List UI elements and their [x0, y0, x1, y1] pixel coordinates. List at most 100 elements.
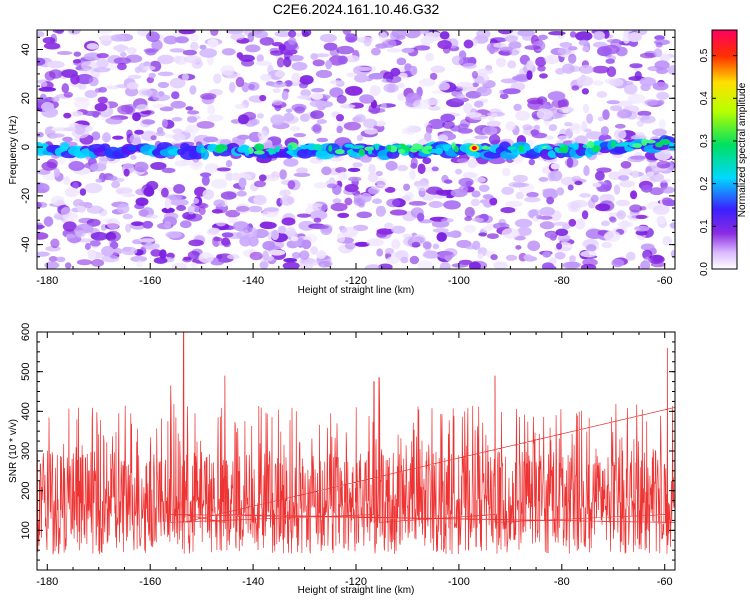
speckle-cell — [207, 38, 219, 48]
speckle-cell — [192, 198, 200, 204]
speckle-cell — [644, 99, 660, 106]
speckle-cell — [281, 217, 296, 226]
top-x-tick-label: -160 — [139, 275, 161, 287]
speckle-cell — [311, 124, 321, 132]
speckle-cell — [213, 237, 223, 242]
speckle-cell — [116, 188, 125, 195]
speckle-cell — [242, 226, 253, 234]
speckle-cell — [72, 182, 79, 190]
speckle-cell — [658, 178, 671, 183]
speckle-cell — [78, 83, 87, 90]
speckle-cell — [288, 37, 297, 45]
speckle-cell — [338, 171, 348, 181]
speckle-cell — [640, 243, 655, 251]
speckle-cell — [599, 200, 615, 212]
speckle-cell — [547, 91, 566, 101]
colorbar-tick-label: 0.4 — [699, 91, 710, 105]
speckle-cell — [44, 71, 56, 81]
speckle-cell — [187, 116, 198, 123]
colorbar-tick-label: 0.3 — [699, 134, 710, 148]
speckle-cell — [568, 46, 578, 51]
speckle-cell — [161, 118, 168, 128]
speckle-cell — [90, 231, 109, 241]
speckle-cell — [596, 91, 608, 98]
speckle-cell — [164, 198, 172, 210]
speckle-cell — [293, 133, 307, 138]
speckle-cell — [157, 54, 175, 65]
speckle-cell — [138, 209, 149, 217]
speckle-cell — [570, 124, 582, 134]
speckle-cell — [134, 129, 144, 135]
speckle-cell — [117, 104, 134, 115]
speckle-cell — [656, 215, 666, 225]
speckle-cell — [586, 113, 594, 124]
speckle-cell — [64, 187, 79, 198]
speckle-cell — [193, 206, 201, 213]
colorbar-tick-label: 0.5 — [699, 48, 710, 62]
speckle-cell — [269, 81, 287, 88]
speckle-cell — [391, 225, 406, 234]
speckle-cell — [551, 221, 570, 226]
band-hot-cell — [411, 143, 424, 150]
speckle-cell — [37, 57, 46, 66]
speckle-cell — [210, 30, 219, 36]
speckle-cell — [372, 198, 383, 204]
speckle-cell — [618, 175, 630, 181]
speckle-cell — [401, 195, 412, 201]
speckle-cell — [600, 126, 610, 136]
speckle-cell — [37, 232, 49, 240]
speckle-cell — [228, 81, 236, 93]
speckle-cell — [72, 59, 82, 64]
speckle-cell — [371, 184, 389, 190]
speckle-cell — [276, 57, 285, 68]
speckle-cell — [41, 161, 57, 171]
top-x-tick-label: -180 — [36, 275, 58, 287]
speckle-cell — [439, 31, 450, 40]
speckle-cell — [384, 186, 396, 193]
band-hot-cell — [328, 145, 333, 152]
speckle-cell — [616, 210, 626, 220]
speckle-cell — [526, 60, 534, 71]
speckle-cell — [441, 218, 454, 223]
speckle-cell — [143, 186, 155, 197]
speckle-cell — [111, 34, 126, 42]
speckle-cell — [148, 72, 156, 79]
speckle-cell — [515, 110, 531, 121]
speckle-cell — [499, 93, 509, 100]
speckle-cell — [505, 254, 518, 261]
speckle-cell — [117, 62, 127, 71]
speckle-cell — [601, 220, 610, 227]
speckle-cell — [150, 135, 157, 141]
speckle-cell — [410, 65, 418, 76]
bottom-x-tick-label: -160 — [139, 576, 161, 588]
speckle-cell — [482, 194, 494, 200]
speckle-cell — [94, 102, 108, 112]
speckle-cell — [150, 249, 162, 257]
speckle-cell — [256, 54, 264, 63]
bottom-x-tick-label: -120 — [345, 576, 367, 588]
band-hot-cell — [646, 139, 656, 144]
band-hot-cell — [215, 145, 224, 154]
colorbar-tick-label: 0.1 — [699, 219, 710, 233]
colorbar-label: Normalized spectral amplitude — [737, 82, 748, 217]
speckle-cell — [282, 115, 299, 124]
speckle-cell — [618, 168, 633, 176]
speckle-cell — [500, 207, 516, 214]
speckle-cell — [253, 30, 269, 39]
speckle-cell — [125, 223, 132, 233]
speckle-cell — [116, 44, 126, 53]
speckle-cell — [159, 249, 167, 259]
speckle-cell — [278, 44, 286, 52]
speckle-cell — [298, 220, 316, 231]
speckle-cell — [203, 136, 219, 143]
speckle-cell — [657, 99, 665, 106]
speckle-cell — [581, 88, 590, 95]
speckle-cell — [79, 188, 87, 196]
speckle-cell — [248, 83, 255, 90]
band-hot-cell — [368, 149, 372, 155]
speckle-cell — [652, 254, 663, 263]
speckle-cell — [286, 108, 293, 113]
speckle-cell — [60, 207, 72, 217]
speckle-cell — [253, 194, 267, 206]
speckle-cell — [98, 157, 108, 167]
